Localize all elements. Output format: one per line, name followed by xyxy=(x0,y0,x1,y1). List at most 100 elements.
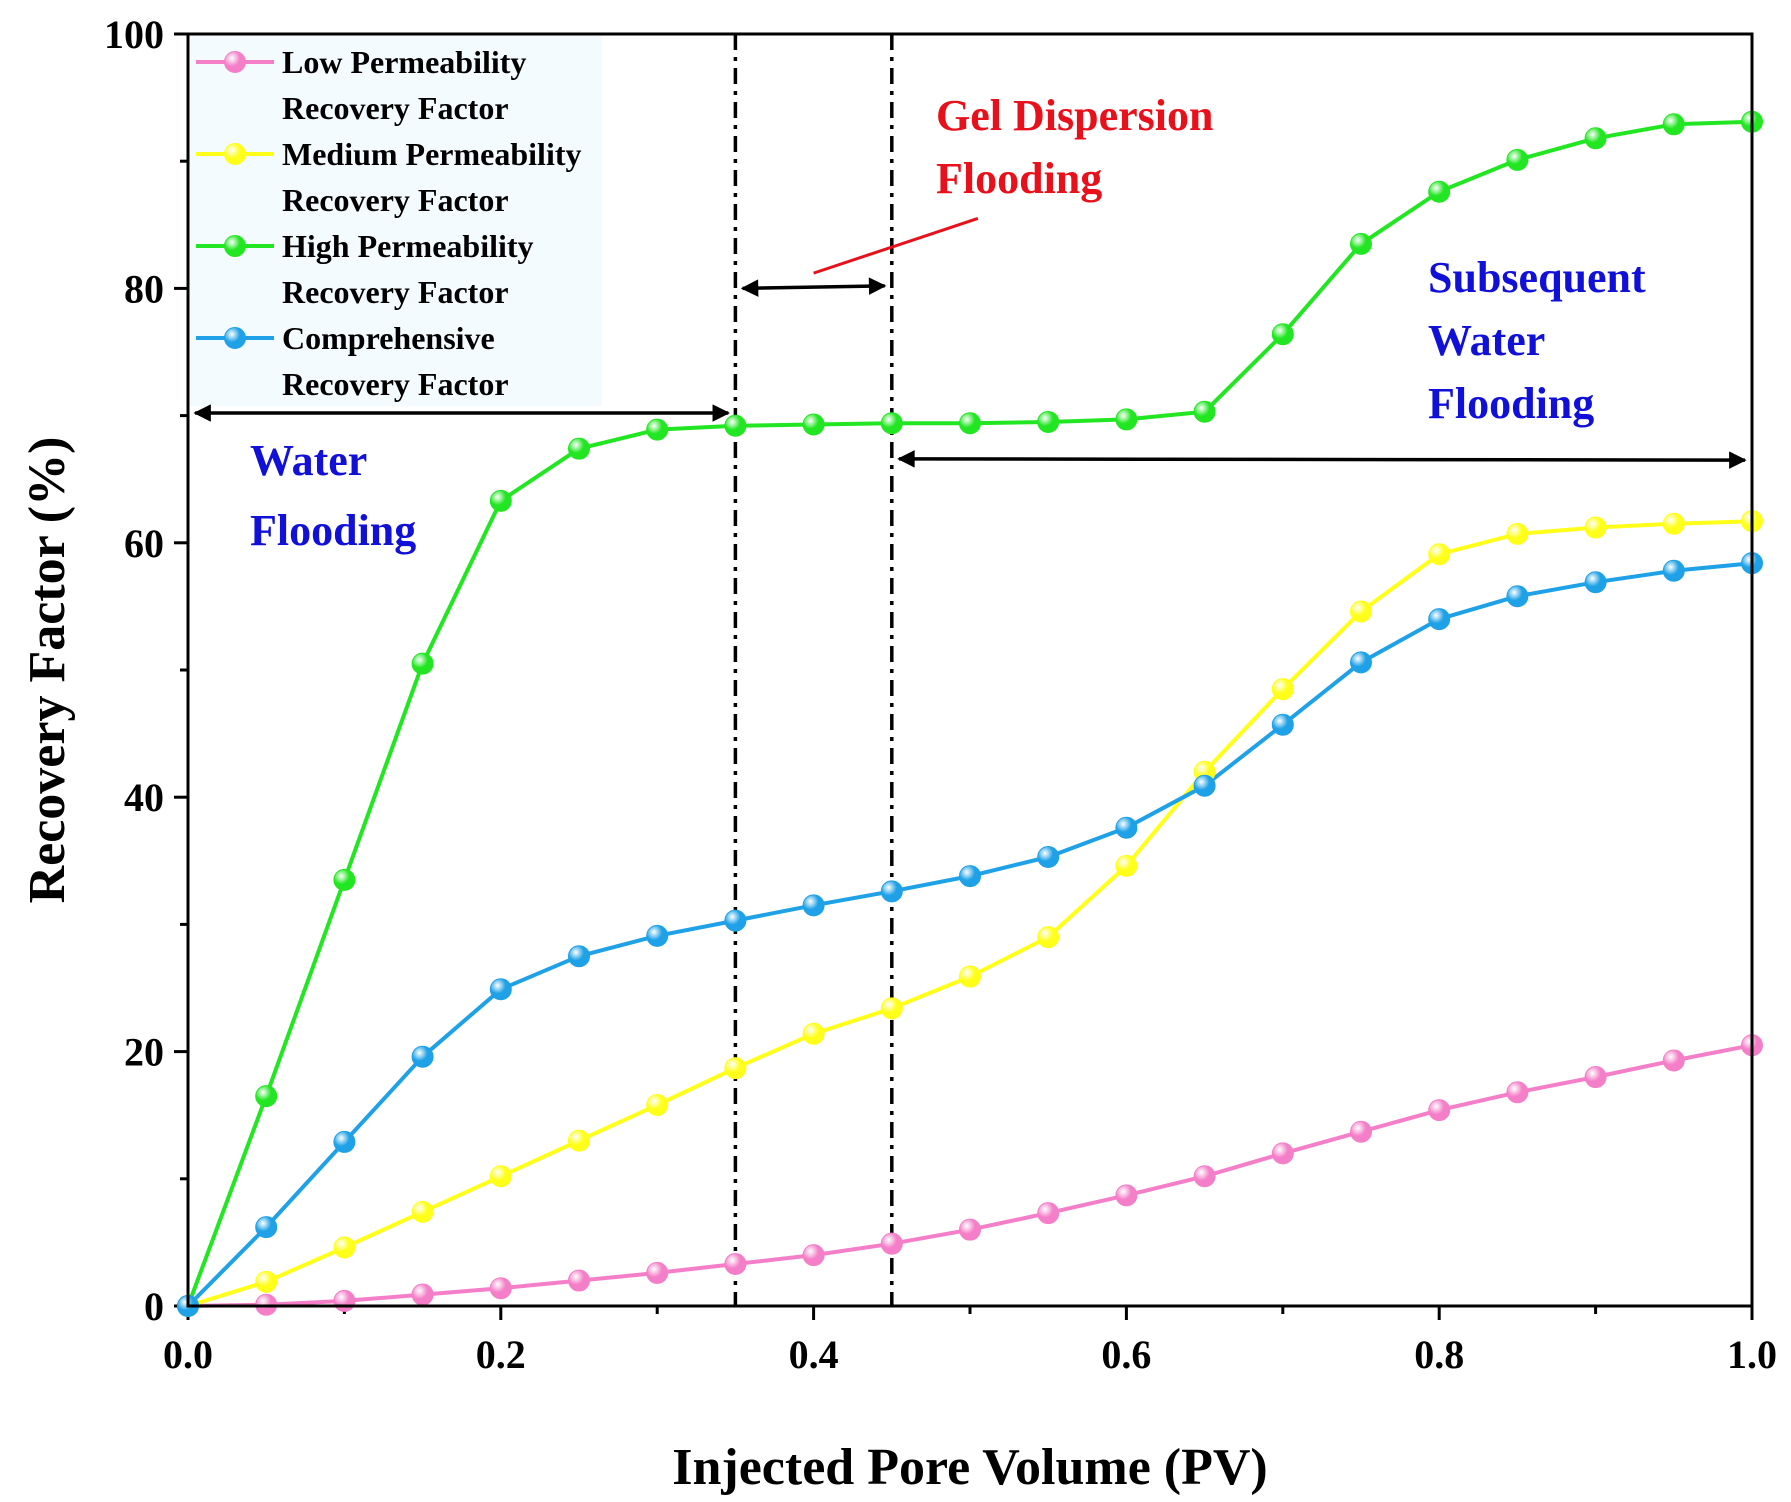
x-tick-label: 0.0 xyxy=(163,1332,213,1377)
series-2-point xyxy=(1193,400,1216,423)
series-3-point xyxy=(1271,713,1294,736)
series-1-point xyxy=(1350,600,1372,623)
legend-label: High Permeability xyxy=(282,228,534,264)
series-2-point xyxy=(1115,408,1138,431)
series-3-point xyxy=(1115,816,1138,839)
legend-label: Recovery Factor xyxy=(282,182,509,218)
series-2-point xyxy=(489,489,512,512)
series-1-point xyxy=(1271,678,1294,701)
series-2-point xyxy=(1662,113,1685,136)
series-3-point xyxy=(1037,845,1060,868)
series-0-point xyxy=(1428,1099,1451,1122)
series-0-point xyxy=(959,1218,981,1241)
series-3-point xyxy=(568,945,590,968)
x-axis-title: Injected Pore Volume (PV) xyxy=(672,1439,1268,1496)
series-2-point xyxy=(1506,148,1529,171)
series-3-point xyxy=(880,880,903,903)
series-2-point xyxy=(1271,323,1294,346)
series-0-point xyxy=(333,1289,356,1312)
legend-background xyxy=(190,36,602,406)
y-tick-label: 80 xyxy=(124,266,164,311)
series-1-point xyxy=(333,1236,356,1259)
annotation-subsequent-flooding-line-3: Flooding xyxy=(1428,379,1594,428)
series-3-point xyxy=(724,909,747,932)
series-0-point xyxy=(1506,1081,1529,1104)
series-0-point xyxy=(411,1283,434,1306)
series-2-point xyxy=(880,412,903,435)
series-2-point xyxy=(568,437,590,460)
series-3-point xyxy=(411,1045,434,1068)
y-tick-label: 0 xyxy=(144,1284,164,1329)
series-3-point xyxy=(1584,571,1607,594)
series-0-point xyxy=(1662,1049,1685,1072)
legend-marker-3 xyxy=(224,327,246,349)
series-2-point xyxy=(1428,180,1451,203)
series-1-point xyxy=(1428,543,1451,566)
legend-label: Comprehensive xyxy=(282,320,495,356)
y-tick-label: 20 xyxy=(124,1030,164,1075)
series-2-point xyxy=(724,414,747,437)
x-tick-label: 0.6 xyxy=(1101,1332,1151,1377)
legend-label: Recovery Factor xyxy=(282,366,509,402)
series-3-point xyxy=(1662,559,1685,582)
series-1-point xyxy=(1584,516,1607,539)
series-0-point xyxy=(1271,1142,1294,1165)
series-1-point xyxy=(724,1057,747,1080)
series-1-point xyxy=(255,1270,278,1293)
series-2-point xyxy=(959,412,981,435)
series-1-point xyxy=(1115,854,1138,877)
series-1-point xyxy=(802,1022,825,1045)
series-3-point xyxy=(802,894,825,917)
x-tick-label: 1.0 xyxy=(1727,1332,1777,1377)
series-1-point xyxy=(1662,512,1685,535)
legend-marker-0 xyxy=(224,51,246,73)
legend-label: Medium Permeability xyxy=(282,136,581,172)
legend: Low Permeability Recovery Factor Medium Pe… xyxy=(196,44,581,402)
series-0-point xyxy=(1037,1202,1060,1225)
series-1-point xyxy=(1506,522,1529,545)
series-0-point xyxy=(802,1244,825,1267)
series-3-point xyxy=(1350,651,1372,674)
subsequent-water-flooding-arrow xyxy=(897,450,1747,469)
y-axis-title: Recovery Factor (%) xyxy=(19,437,76,904)
plot-layer: 0.0 0.2 0.4 0.6 0.8 1.0 0 20 40 60 80 100 xyxy=(104,12,1777,1377)
x-tick-label: 0.2 xyxy=(476,1332,526,1377)
plot-frame xyxy=(186,32,1754,1308)
annotation-subsequent-flooding-line-1: Subsequent xyxy=(1428,253,1646,302)
series-3-point xyxy=(1193,774,1216,797)
annotation-subsequent-flooding-line-2: Water xyxy=(1428,316,1545,365)
y-tick-label: 40 xyxy=(124,775,164,820)
series-1-point xyxy=(489,1165,512,1188)
series-1-point xyxy=(411,1200,434,1223)
series-2-point xyxy=(1037,410,1060,433)
series-line-1 xyxy=(187,519,1753,1308)
series-1-point xyxy=(568,1129,590,1152)
series-0-point xyxy=(489,1277,512,1300)
series-3-point xyxy=(489,978,512,1001)
annotation-water-flooding-line-1: Water xyxy=(250,436,367,485)
series-1-point xyxy=(880,997,903,1020)
gel-dispersion-arrow xyxy=(740,277,887,297)
gel-dispersion-leader-line xyxy=(813,217,979,275)
series-3-point xyxy=(1428,608,1451,631)
series-0-point xyxy=(1350,1120,1372,1143)
y-tick-label: 100 xyxy=(104,12,164,57)
series-2-point xyxy=(646,418,669,441)
series-0-point xyxy=(724,1253,747,1276)
annotation-gel-dispersion-line-1: Gel Dispersion xyxy=(936,91,1213,140)
series-2-point xyxy=(802,413,825,436)
series-2-point xyxy=(333,868,356,891)
series-0-point xyxy=(568,1269,590,1292)
series-2-point xyxy=(1584,127,1607,150)
series-3-point xyxy=(255,1216,278,1239)
legend-marker-2 xyxy=(224,235,246,257)
x-tick-label: 0.4 xyxy=(789,1332,839,1377)
annotation-gel-dispersion-line-2: Flooding xyxy=(936,154,1102,203)
series-1-point xyxy=(1037,926,1060,949)
series-3-point xyxy=(1506,585,1529,608)
series-1-point xyxy=(646,1094,669,1117)
series-2-point xyxy=(1350,232,1372,255)
x-tick-label: 0.8 xyxy=(1414,1332,1464,1377)
series-0-point xyxy=(880,1232,903,1255)
